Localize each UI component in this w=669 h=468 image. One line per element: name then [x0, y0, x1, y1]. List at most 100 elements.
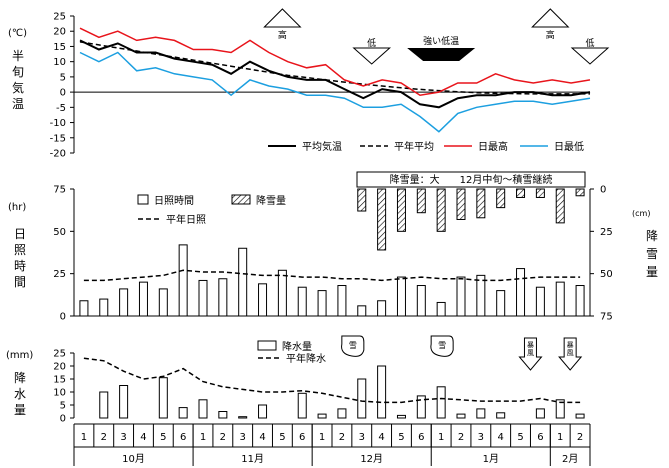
temp-y-tick-label: 20	[53, 27, 66, 38]
precip-bar	[297, 392, 307, 419]
sunshine-bar	[535, 286, 545, 317]
snowfall-bar	[476, 188, 486, 219]
precip-bar	[178, 407, 188, 419]
temp-y-tick-label: -10	[50, 118, 66, 129]
precip-bar	[575, 413, 585, 419]
period-tick-label: 2	[577, 432, 583, 443]
sunshine-bar	[198, 279, 208, 317]
sunshine-bar	[357, 305, 367, 317]
month-label: 10月	[122, 453, 145, 465]
snow-axis-label: 降雪量	[646, 229, 658, 279]
sunshine-legend-label: 日照時間	[154, 195, 194, 207]
sunshine-bar	[218, 278, 228, 317]
period-tick-label: 3	[120, 432, 126, 443]
precip-bar	[238, 416, 248, 419]
period-tick-label: 2	[458, 432, 464, 443]
temp-y-tick-label: 5	[60, 72, 66, 83]
precip-bar	[119, 385, 129, 419]
snowfall-bar	[516, 188, 526, 198]
temp-legend-label: 平年平均	[394, 140, 434, 153]
high-pressure-label: 高	[278, 29, 287, 41]
sunshine-bar	[555, 281, 565, 317]
sun-unit: (hr)	[8, 202, 26, 213]
low-pressure-icon	[570, 47, 610, 65]
snowfall-bar	[535, 188, 545, 198]
sunshine-bar	[178, 244, 188, 317]
sunshine-bar	[79, 300, 89, 317]
period-tick-label: 2	[101, 432, 107, 443]
period-tick-label: 1	[81, 432, 87, 443]
sunshine-bar	[516, 268, 526, 317]
period-tick-label: 4	[259, 432, 265, 443]
temp-y-tick-label: -5	[56, 103, 66, 114]
normal-precip-legend-label: 平年降水	[286, 352, 326, 365]
sunshine-bar	[436, 301, 446, 317]
precip-y-tick-label: 20	[53, 362, 66, 373]
period-tick-label: 4	[378, 432, 384, 443]
sunshine-bar	[297, 286, 307, 317]
temp-unit: (℃)	[8, 28, 27, 39]
sunshine-bar	[396, 276, 406, 317]
high-pressure-icon	[263, 8, 302, 28]
snow-y-tick-label: 75	[600, 312, 613, 323]
snowfall-legend-swatch	[231, 194, 251, 205]
period-tick-label: 5	[279, 432, 285, 443]
period-tick-label: 3	[478, 432, 484, 443]
precip-y-tick-label: 0	[60, 414, 66, 425]
temp-y-tick-label: 25	[53, 12, 66, 23]
sunshine-bar	[158, 288, 168, 317]
sunshine-bar	[138, 281, 148, 317]
period-tick-label: 1	[557, 432, 563, 443]
snow-banner-text: 降雪量：大 12月中旬〜積雪継続	[390, 173, 553, 186]
sunshine-bar	[277, 269, 287, 317]
sun-y-tick-label: 25	[53, 269, 66, 280]
precip-bar	[99, 391, 109, 419]
snow-y-tick-label: 50	[600, 269, 613, 280]
precip-y-tick-label: 15	[53, 375, 66, 386]
sunshine-bar	[337, 285, 347, 317]
period-tick-label: 3	[359, 432, 365, 443]
precip-bar	[218, 411, 228, 419]
precip-bar	[396, 414, 406, 419]
sun-y-tick-label: 75	[53, 185, 66, 196]
snowfall-bar	[436, 188, 446, 232]
precip-legend-swatch	[257, 340, 277, 351]
snow-icon-label: 雪	[349, 341, 357, 350]
month-label: 2月	[562, 453, 578, 465]
sun-y-tick-label: 50	[53, 227, 66, 238]
period-tick-label: 5	[398, 432, 404, 443]
snowfall-bar	[357, 188, 367, 212]
precip-bar	[198, 399, 208, 419]
snow-icon	[430, 335, 454, 357]
temp-y-tick-label: 10	[53, 57, 66, 68]
strong-cold-icon	[407, 48, 476, 61]
snowfall-bar	[377, 188, 387, 251]
low-pressure-icon	[352, 47, 392, 65]
temp-series-line	[79, 51, 591, 133]
temp-y-tick-label: -15	[50, 133, 66, 144]
sunshine-bar	[456, 276, 466, 317]
precip-unit: (mm)	[6, 350, 33, 361]
snowfall-bar	[416, 188, 426, 214]
period-tick-label: 1	[200, 432, 206, 443]
snowfall-bar	[396, 188, 406, 232]
sunshine-bar	[416, 285, 426, 317]
sun-y-tick-label: 0	[60, 312, 66, 323]
temp-y-tick-label: 15	[53, 42, 66, 53]
period-tick-label: 1	[438, 432, 444, 443]
month-label: 11月	[241, 453, 264, 465]
period-tick-label: 4	[498, 432, 504, 443]
low-pressure-label: 低	[585, 37, 594, 49]
temp-legend-label: 日最高	[478, 140, 508, 153]
precip-bar	[416, 395, 426, 419]
sunshine-bar	[99, 298, 109, 317]
precip-y-tick-label: 5	[60, 401, 66, 412]
precip-bar	[456, 413, 466, 419]
precip-bar	[436, 386, 446, 419]
precip-axis-label: 降水量	[14, 371, 26, 417]
period-tick-label: 5	[160, 432, 166, 443]
temp-y-tick-label: -20	[50, 149, 66, 160]
storm-label: 暴風	[527, 341, 534, 357]
period-tick-label: 6	[537, 432, 543, 443]
